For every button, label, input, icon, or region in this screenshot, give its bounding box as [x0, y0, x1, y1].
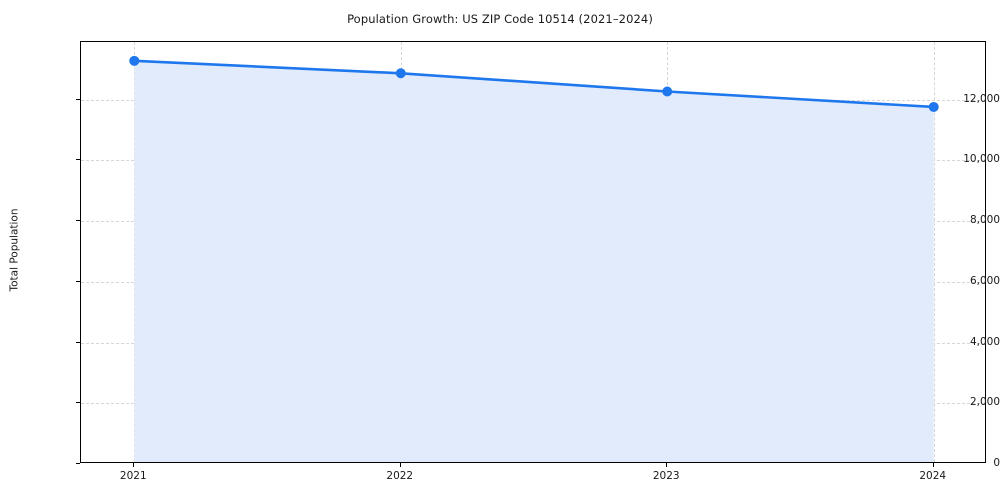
data-point-2024 [928, 101, 939, 112]
plot-area [80, 41, 986, 463]
y-tick-label-0: 0 [993, 457, 1000, 469]
x-tick-label-0: 2021 [119, 470, 147, 482]
y-tick-mark-2 [76, 341, 80, 343]
y-tick-mark-4 [76, 220, 80, 222]
data-point-2023 [662, 86, 673, 97]
y-tick-label-5: 10,000 [963, 153, 1000, 166]
x-tick-mark-1 [399, 463, 401, 467]
x-tick-label-3: 2024 [919, 470, 947, 482]
y-tick-mark-5 [76, 159, 80, 161]
y-tick-mark-1 [76, 402, 80, 404]
y-axis-title-text: Total Population [9, 208, 21, 292]
y-tick-label-3: 6,000 [969, 274, 1000, 287]
line-series [132, 59, 936, 109]
area-fill [134, 60, 934, 462]
y-tick-mark-6 [76, 98, 80, 100]
y-tick-mark-0 [76, 463, 80, 464]
gridline-x-3 [933, 42, 935, 462]
chart-title: Population Growth: US ZIP Code 10514 (20… [347, 12, 653, 26]
x-tick-label-2: 2023 [652, 470, 680, 482]
plot-inner [81, 42, 985, 462]
data-point-2022 [395, 68, 406, 79]
y-tick-label-6: 12,000 [963, 92, 1000, 105]
y-tick-label-2: 4,000 [969, 335, 1000, 348]
y-tick-mark-3 [76, 280, 80, 282]
x-tick-mark-2 [666, 463, 668, 467]
data-point-markers [129, 55, 939, 112]
y-axis-title: Total Population [7, 0, 23, 500]
x-tick-label-1: 2022 [386, 470, 414, 482]
x-tick-mark-3 [932, 463, 934, 467]
x-tick-mark-0 [133, 463, 135, 467]
data-point-2021 [129, 55, 140, 66]
y-tick-label-1: 2,000 [969, 396, 1000, 409]
series-layer [129, 55, 939, 462]
y-tick-label-4: 8,000 [969, 214, 1000, 227]
